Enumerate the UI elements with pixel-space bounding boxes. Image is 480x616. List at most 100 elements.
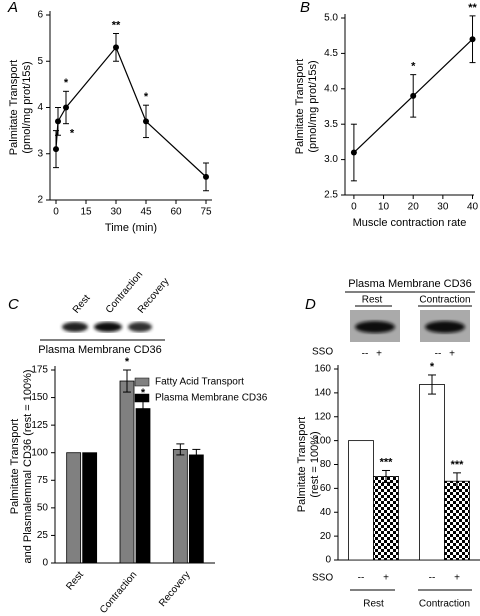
y-tick-label: 3.0	[324, 154, 338, 165]
error-bar	[192, 448, 201, 461]
treatment-label: SSO	[312, 347, 333, 358]
x-tick-label: 30	[437, 202, 449, 213]
x-tick-label: 45	[140, 207, 152, 218]
x-tick-label: 75	[200, 207, 212, 218]
x-tick-label: 30	[110, 207, 122, 218]
blot-lane-label: Rest	[362, 295, 383, 306]
bar	[119, 380, 135, 564]
significance-label: *	[64, 77, 69, 89]
y-tick-label: 175	[31, 365, 48, 376]
x-tick-label: 40	[467, 202, 479, 213]
bar	[82, 452, 98, 564]
y-tick-label: 2.5	[324, 190, 338, 201]
blot-lane-label: Contraction	[419, 295, 470, 306]
x-axis-label: Muscle contraction rate	[353, 217, 467, 229]
panel-label: C	[8, 296, 19, 313]
point	[469, 36, 476, 43]
y-tick-label: 3	[37, 148, 43, 159]
y-tick-label: 3.5	[324, 119, 338, 130]
blot-image	[345, 291, 475, 591]
y-axis-label: Palmitate Transport	[296, 417, 308, 512]
x-tick-label: Contraction	[98, 570, 139, 616]
bar	[172, 449, 188, 564]
treatment-level: +	[383, 573, 389, 584]
treatment-level: --	[435, 349, 442, 360]
y-axis-label: (pmol/mg prot/15s)	[307, 60, 319, 152]
point	[350, 149, 357, 156]
y-axis-label: Palmitate Transport	[8, 60, 20, 155]
treatment-level: --	[429, 573, 436, 584]
treatment-level: +	[454, 573, 460, 584]
y-tick-label: 160	[314, 364, 331, 375]
point	[113, 44, 119, 51]
x-tick-label: Rest	[363, 599, 384, 610]
legend-swatch	[134, 377, 150, 387]
y-tick-label: 100	[31, 447, 48, 458]
y-axis-label: (rest = 100%)	[309, 431, 321, 497]
bar	[135, 408, 151, 564]
error-bar	[428, 374, 436, 395]
x-tick-label: 0	[53, 207, 59, 218]
x-tick-label: Rest	[64, 569, 86, 592]
treatment-level: --	[362, 349, 369, 360]
point	[63, 104, 69, 111]
y-tick-label: 6	[37, 10, 43, 21]
panel-label: B	[300, 0, 310, 16]
point	[410, 92, 417, 99]
x-tick-label: 15	[80, 207, 92, 218]
bar	[66, 452, 82, 564]
point	[55, 118, 61, 125]
bar	[348, 440, 374, 561]
significance-label: **	[468, 2, 477, 14]
x-tick-label: Contraction	[419, 599, 470, 610]
blot-title: Plasma Membrane CD36	[38, 344, 162, 356]
significance-label: *	[70, 127, 75, 139]
x-tick-label: 0	[351, 202, 357, 213]
panel-label: D	[305, 296, 316, 313]
significance-label: ***	[451, 459, 465, 471]
y-tick-label: 50	[37, 502, 49, 513]
y-tick-label: 75	[37, 475, 49, 486]
y-tick-label: 20	[320, 531, 332, 542]
point	[143, 118, 149, 125]
y-tick-label: 0	[325, 555, 331, 566]
blot-image	[40, 322, 165, 341]
y-tick-label: 60	[320, 483, 332, 494]
significance-label: *	[141, 387, 146, 399]
blot-title: Plasma Membrane CD36	[348, 278, 472, 290]
y-tick-label: 40	[320, 507, 332, 518]
treatment-level: +	[376, 349, 382, 360]
point	[203, 173, 209, 180]
significance-label: ***	[380, 456, 394, 468]
bar	[373, 476, 399, 561]
y-tick-label: 5	[37, 56, 43, 67]
y-tick-label: 120	[314, 411, 331, 422]
y-tick-label: 25	[37, 530, 49, 541]
error-bar	[382, 469, 390, 483]
bar	[188, 454, 204, 564]
significance-label: *	[411, 61, 416, 73]
y-axis-label: (pmol/mg prot/15s)	[21, 61, 33, 153]
x-axis-label: Time (min)	[105, 222, 157, 234]
blot-lane-label: Rest	[71, 293, 93, 316]
error-bar	[453, 472, 461, 491]
x-tick-label: 20	[408, 202, 420, 213]
x-tick-label: 10	[378, 202, 390, 213]
treatment-level: +	[449, 349, 455, 360]
y-tick-label: 100	[314, 435, 331, 446]
y-tick-label: 4.5	[324, 48, 338, 59]
blot-lane-label: Recovery	[136, 276, 172, 315]
x-tick-label: Recovery	[157, 570, 193, 609]
bar	[444, 480, 470, 561]
y-tick-label: 80	[320, 459, 332, 470]
legend-label: Fatty Acid Transport	[155, 377, 244, 388]
significance-label: *	[430, 361, 435, 373]
legend-label: Plasma Membrane CD36	[155, 393, 268, 404]
bar	[419, 384, 445, 561]
x-tick-label: 60	[170, 207, 182, 218]
point	[53, 146, 59, 153]
y-tick-label: 125	[31, 420, 48, 431]
significance-label: *	[144, 91, 149, 103]
treatment-label: SSO	[312, 573, 333, 584]
